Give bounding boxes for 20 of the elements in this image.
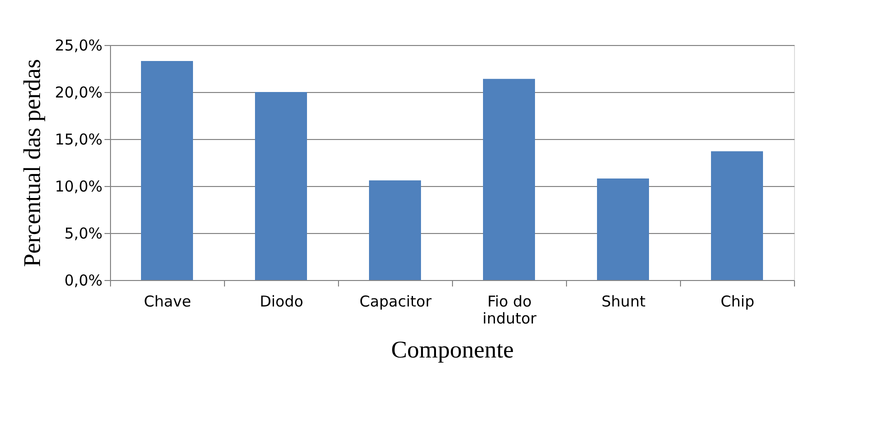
bar (711, 151, 763, 280)
bar (597, 178, 649, 280)
bar (255, 92, 307, 280)
bar (141, 60, 193, 280)
x-tick-label: Chave (144, 292, 192, 310)
y-tick-label: 0,0% (64, 272, 102, 290)
x-tick-label: Chip (720, 292, 754, 310)
x-tick-label: Capacitor (359, 292, 432, 310)
y-tick-label: 25,0% (54, 36, 102, 54)
bar (483, 78, 535, 280)
y-axis-title: Percentual das perdas (20, 59, 46, 267)
x-axis-title: Componente (391, 338, 514, 364)
y-tick-label: 10,0% (54, 178, 102, 196)
bar (369, 180, 421, 280)
y-tick-label: 5,0% (64, 224, 102, 242)
x-tick-label: Diodo (260, 292, 304, 310)
y-tick-label: 15,0% (54, 130, 102, 148)
x-tick-label: Shunt (602, 292, 646, 310)
x-tick-label: Fio do indutor (482, 292, 538, 328)
y-tick-label: 20,0% (54, 84, 102, 102)
